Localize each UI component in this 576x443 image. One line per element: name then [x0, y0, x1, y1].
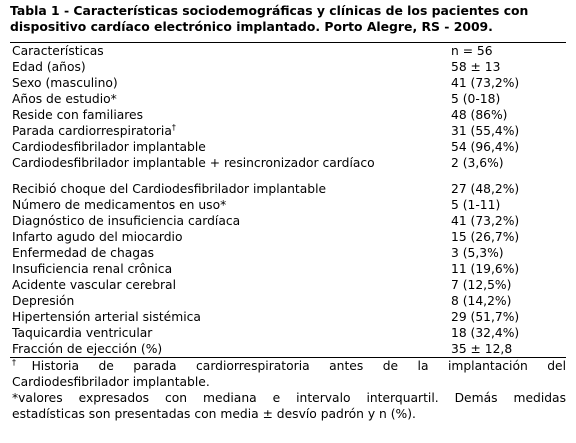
row-label: Reside con familiares	[12, 108, 144, 122]
header-characteristics: Características	[12, 44, 104, 58]
row-label: Años de estudio*	[12, 92, 117, 106]
bottom-rule	[10, 357, 566, 358]
table-figure: Tabla 1 - Características sociodemográfi…	[10, 3, 566, 422]
table-notes: †Historia de parada cardiorrespiratoria …	[10, 358, 566, 422]
table-row: Cardiodesfibrilador implantable + resinc…	[10, 155, 566, 171]
table-row: Taquicardia ventricular 18 (32,4%)	[10, 325, 566, 341]
table-row: Parada cardiorrespiratoria† 31 (55,4%)	[10, 123, 566, 139]
row-label: Parada cardiorrespiratoria†	[12, 123, 176, 139]
row-label: Insuficiencia renal crônica	[12, 262, 173, 276]
row-label: Enfermedad de chagas	[12, 246, 155, 260]
caption-line-2: dispositivo cardíaco electrónico implant…	[10, 19, 493, 34]
table-caption: Tabla 1 - Características sociodemográfi…	[10, 3, 566, 35]
row-value: 3 (5,3%)	[451, 246, 504, 260]
footnote-mark: †	[171, 123, 176, 132]
table-row: Enfermedad de chagas 3 (5,3%)	[10, 245, 566, 261]
table-row: Diagnóstico de insuficiencia cardíaca 41 …	[10, 213, 566, 229]
table-row: Hipertensión arterial sistémica 29 (51,7%…	[10, 309, 566, 325]
note-star-line-1: *valores expresados con mediana e interv…	[12, 391, 566, 405]
table-header-row: Características n = 56	[10, 43, 566, 59]
row-label: Infarto agudo del miocardio	[12, 230, 183, 244]
row-value: 2 (3,6%)	[451, 156, 504, 170]
row-value: 5 (1-11)	[451, 198, 501, 212]
table-row: Años de estudio* 5 (0-18)	[10, 91, 566, 107]
table-row: Edad (años) 58 ± 13	[10, 59, 566, 75]
header-n: n = 56	[451, 44, 493, 58]
row-label: Cardiodesfibrilador implantable + resinc…	[12, 156, 375, 170]
table-row: Cardiodesfibrilador implantable 54 (96,4%…	[10, 139, 566, 155]
row-value: 35 ± 12,8	[451, 342, 513, 356]
note-star-line-2: estadísticas son presentadas con media ±…	[12, 407, 416, 421]
row-value: 29 (51,7%)	[451, 310, 520, 324]
row-label: Edad (años)	[12, 60, 86, 74]
row-label: Sexo (masculino)	[12, 76, 118, 90]
row-label: Hipertensión arterial sistémica	[12, 310, 201, 324]
table-row: Depresión 8 (14,2%)	[10, 293, 566, 309]
table-row: Recibió choque del Cardiodesfibrilador i…	[10, 181, 566, 197]
dagger-mark: †	[12, 358, 32, 367]
row-value: 31 (55,4%)	[451, 124, 520, 138]
row-label: Diagnóstico de insuficiencia cardíaca	[12, 214, 241, 228]
row-value: 5 (0-18)	[451, 92, 501, 106]
table-row: Sexo (masculino) 41 (73,2%)	[10, 75, 566, 91]
row-label: Acidente vascular cerebral	[12, 278, 177, 292]
data-table: Características n = 56 Edad (años) 58 ± 1…	[10, 43, 566, 357]
row-label: Taquicardia ventricular	[12, 326, 153, 340]
row-value: 27 (48,2%)	[451, 182, 520, 196]
table-row: Acidente vascular cerebral 7 (12,5%)	[10, 277, 566, 293]
row-value: 58 ± 13	[451, 60, 501, 74]
table-row: Número de medicamentos en uso* 5 (1-11)	[10, 197, 566, 213]
row-value: 11 (19,6%)	[451, 262, 520, 276]
table-row: Reside con familiares 48 (86%)	[10, 107, 566, 123]
row-value: 48 (86%)	[451, 108, 508, 122]
row-label: Depresión	[12, 294, 75, 308]
note-dagger-line-2: Cardiodesfibrilador implantable.	[12, 375, 210, 389]
group-spacer-row	[10, 171, 566, 181]
row-label: Número de medicamentos en uso*	[12, 198, 227, 212]
row-value: 41 (73,2%)	[451, 76, 520, 90]
table-row: Insuficiencia renal crônica 11 (19,6%)	[10, 261, 566, 277]
note-dagger-line-1: †Historia de parada cardiorrespiratoria …	[12, 358, 567, 374]
top-rule	[10, 42, 566, 43]
row-value: 8 (14,2%)	[451, 294, 512, 308]
row-value: 18 (32,4%)	[451, 326, 520, 340]
row-label: Fracción de ejección (%)	[12, 342, 163, 356]
row-value: 7 (12,5%)	[451, 278, 512, 292]
row-label: Recibió choque del Cardiodesfibrilador i…	[12, 182, 327, 196]
table-row: Infarto agudo del miocardio 15 (26,7%)	[10, 229, 566, 245]
row-value: 54 (96,4%)	[451, 140, 520, 154]
row-value: 41 (73,2%)	[451, 214, 520, 228]
table-row: Fracción de ejección (%) 35 ± 12,8	[10, 341, 566, 357]
caption-line-1: Tabla 1 - Características sociodemográfi…	[10, 3, 529, 18]
row-label: Cardiodesfibrilador implantable	[12, 140, 206, 154]
row-value: 15 (26,7%)	[451, 230, 520, 244]
